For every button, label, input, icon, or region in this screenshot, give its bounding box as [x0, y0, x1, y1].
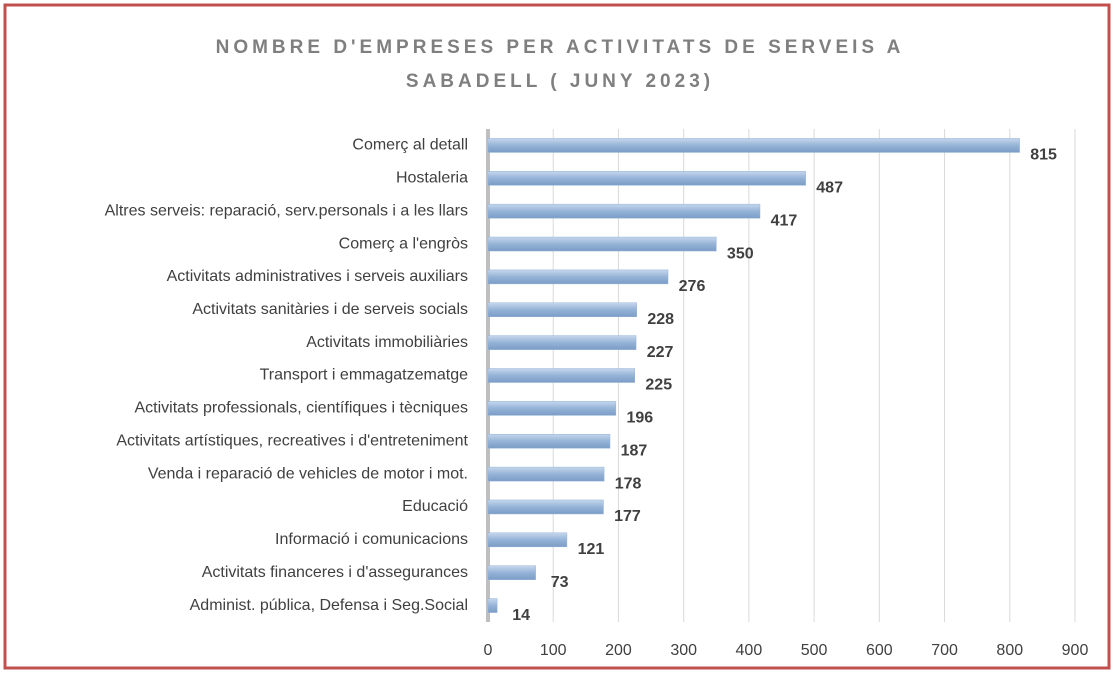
y-tick-label: Hostaleria: [396, 170, 468, 187]
y-tick-label: Administ. pública, Defensa i Seg.Social: [190, 597, 468, 614]
bar: [487, 598, 498, 613]
data-label: 73: [551, 574, 569, 591]
x-tick-label: 300: [670, 642, 697, 659]
y-tick-label: Comerç a l'engròs: [339, 235, 468, 252]
y-tick-label: Activitats professionals, científiques i…: [135, 400, 469, 417]
data-label: 121: [578, 541, 605, 558]
data-label: 276: [679, 278, 706, 295]
y-tick-label: Venda i reparació de vehicles de motor i…: [148, 465, 468, 482]
bar: [487, 532, 568, 548]
x-tick-label: 0: [484, 642, 493, 659]
data-label: 228: [647, 311, 674, 328]
x-tick-label: 900: [1062, 642, 1089, 659]
bar: [487, 335, 637, 350]
data-label: 350: [727, 245, 754, 262]
bar: [487, 466, 605, 482]
y-tick-label: Transport i emmagatzematge: [260, 367, 468, 384]
data-label: 178: [615, 475, 642, 492]
y-tick-label: Activitats artístiques, recreatives i d'…: [116, 432, 468, 449]
bar: [487, 138, 1020, 153]
bar: [487, 433, 611, 449]
y-tick-label: Activitats sanitàries i de serveis socia…: [192, 301, 468, 318]
chart-title: SABADELL ( JUNY 2023): [406, 71, 714, 92]
data-label: 417: [771, 212, 798, 229]
x-tick-label: 400: [736, 642, 763, 659]
bar: [487, 565, 536, 580]
data-label: 177: [614, 508, 641, 525]
x-tick-label: 600: [866, 642, 893, 659]
data-label: 225: [645, 377, 672, 394]
y-tick-label: Activitats administratives i serveis aux…: [167, 268, 468, 285]
bar: [487, 203, 761, 219]
bar: [487, 236, 717, 252]
bar: [487, 368, 635, 383]
data-label: 196: [626, 410, 653, 427]
x-tick-label: 800: [996, 642, 1023, 659]
bar: [487, 171, 806, 186]
y-tick-label: Altres serveis: reparació, serv.personal…: [105, 202, 468, 219]
data-label: 227: [647, 344, 674, 361]
bar: [487, 302, 637, 318]
bar: [487, 401, 617, 416]
chart-title: NOMBRE D'EMPRESES PER ACTIVITATS DE SERV…: [216, 37, 905, 58]
data-label: 815: [1030, 147, 1057, 164]
y-tick-label: Activitats financeres i d'assegurances: [202, 564, 468, 581]
y-tick-label: Comerç al detall: [352, 137, 468, 154]
x-tick-label: 500: [801, 642, 828, 659]
x-tick-label: 700: [931, 642, 958, 659]
x-tick-label: 200: [605, 642, 632, 659]
x-tick-label: 100: [540, 642, 567, 659]
data-label: 187: [621, 442, 648, 459]
y-tick-label: Informació i comunicacions: [275, 531, 468, 548]
data-label: 14: [512, 607, 530, 624]
data-label: 487: [816, 180, 843, 197]
y-tick-label: Activitats immobiliàries: [306, 334, 468, 351]
bar: [487, 499, 604, 515]
bar: [487, 269, 669, 285]
y-tick-label: Educació: [402, 498, 468, 515]
